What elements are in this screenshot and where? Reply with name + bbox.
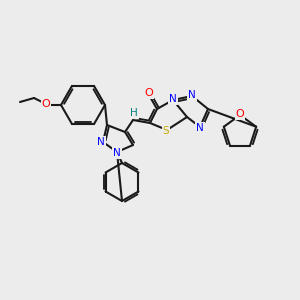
Text: N: N [169, 94, 177, 104]
Text: O: O [145, 88, 153, 98]
Text: S: S [163, 126, 169, 136]
Text: N: N [113, 148, 121, 158]
Text: H: H [130, 108, 138, 118]
Text: O: O [236, 109, 244, 119]
Text: O: O [42, 99, 50, 109]
Text: N: N [196, 123, 204, 133]
Text: N: N [97, 137, 105, 147]
Text: N: N [188, 90, 196, 100]
